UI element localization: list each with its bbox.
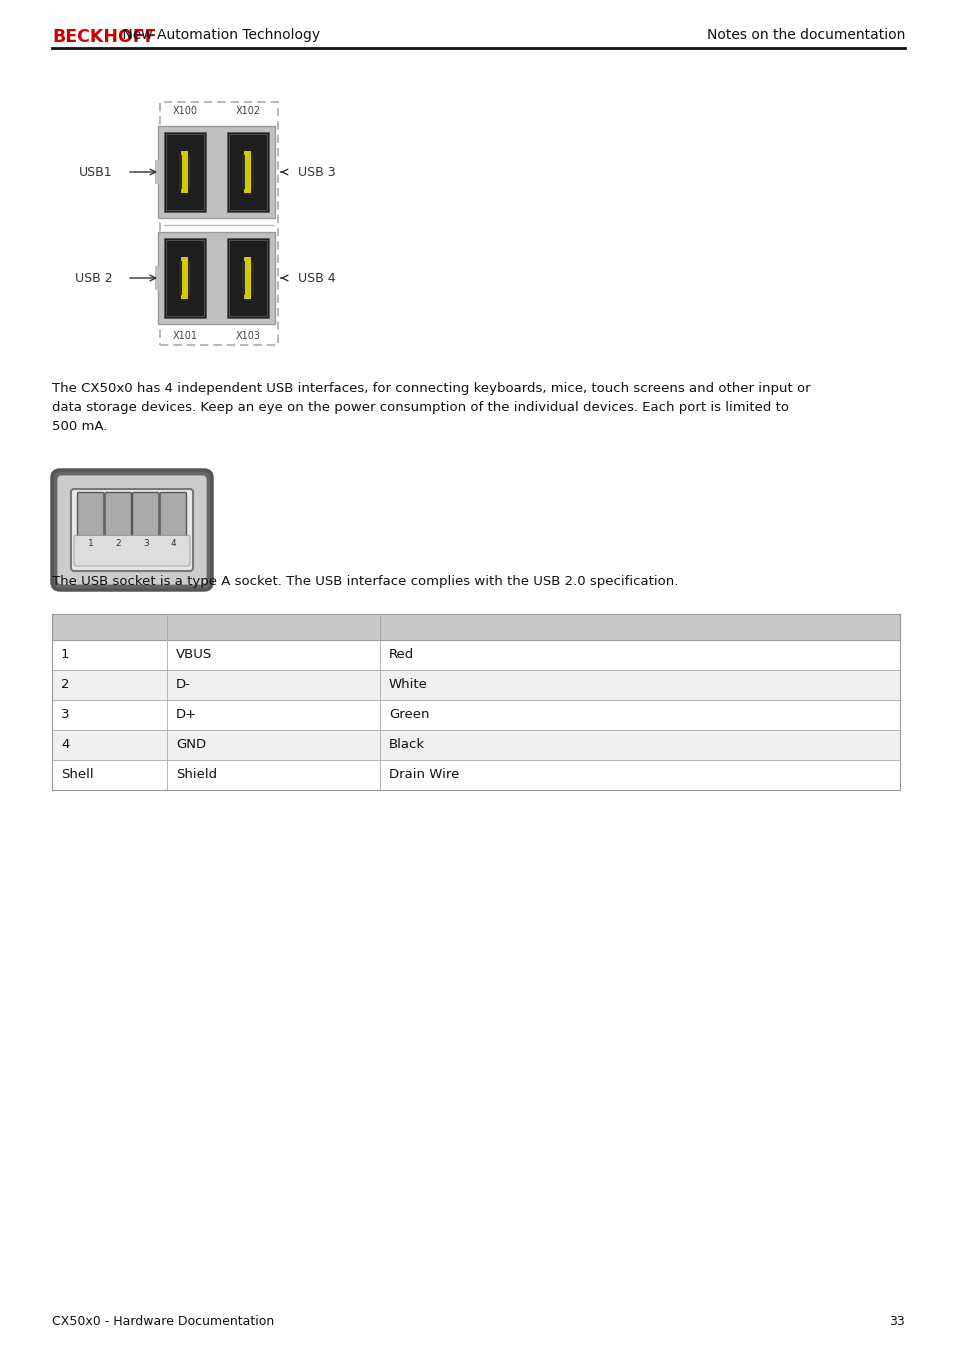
Text: USB1: USB1: [79, 166, 112, 178]
Text: Shell: Shell: [61, 768, 93, 782]
Text: VBUS: VBUS: [175, 648, 212, 662]
Bar: [181, 258, 189, 298]
Bar: [52, 701, 899, 730]
Bar: [52, 640, 899, 670]
Bar: [244, 151, 252, 193]
Text: New Automation Technology: New Automation Technology: [118, 28, 320, 42]
Bar: [52, 760, 899, 790]
Bar: [181, 151, 189, 193]
Text: X100: X100: [172, 107, 197, 116]
Bar: [166, 134, 204, 211]
Bar: [52, 614, 899, 640]
FancyBboxPatch shape: [56, 474, 208, 586]
Text: D+: D+: [175, 709, 197, 721]
Bar: [52, 670, 899, 701]
Bar: [244, 258, 252, 298]
Text: 2: 2: [61, 679, 70, 691]
Text: 2: 2: [115, 539, 121, 548]
Text: Notes on the documentation: Notes on the documentation: [706, 28, 904, 42]
Bar: [158, 232, 274, 324]
Text: 1: 1: [61, 648, 70, 662]
Bar: [242, 261, 245, 294]
Text: USB 4: USB 4: [297, 271, 335, 285]
Bar: [158, 126, 274, 217]
Text: X103: X103: [235, 331, 260, 342]
Bar: [251, 155, 253, 189]
Text: X101: X101: [172, 331, 197, 342]
FancyBboxPatch shape: [71, 489, 193, 571]
Text: 1: 1: [88, 539, 93, 548]
Bar: [166, 240, 204, 316]
Text: GND: GND: [175, 738, 206, 752]
Text: X102: X102: [235, 107, 260, 116]
Bar: [154, 266, 161, 290]
FancyBboxPatch shape: [77, 493, 104, 537]
Bar: [164, 132, 206, 212]
Text: The CX50x0 has 4 independent USB interfaces, for connecting keyboards, mice, tou: The CX50x0 has 4 independent USB interfa…: [52, 382, 810, 433]
FancyBboxPatch shape: [132, 493, 159, 537]
Bar: [52, 730, 899, 760]
Text: Black: Black: [389, 738, 425, 752]
Text: 3: 3: [143, 539, 149, 548]
Text: 33: 33: [888, 1315, 904, 1328]
Text: The USB socket is a type A socket. The USB interface complies with the USB 2.0 s: The USB socket is a type A socket. The U…: [52, 575, 678, 589]
Bar: [179, 155, 182, 189]
FancyBboxPatch shape: [52, 470, 212, 590]
Bar: [227, 238, 269, 319]
Bar: [188, 261, 191, 294]
Text: BECKHOFF: BECKHOFF: [52, 28, 156, 46]
Text: 4: 4: [61, 738, 70, 752]
Text: USB 2: USB 2: [75, 271, 112, 285]
Bar: [164, 238, 206, 319]
Text: 4: 4: [171, 539, 176, 548]
Text: Shield: Shield: [175, 768, 217, 782]
Text: 3: 3: [61, 709, 70, 721]
Bar: [188, 155, 191, 189]
Bar: [242, 155, 245, 189]
Bar: [229, 240, 267, 316]
Bar: [154, 161, 161, 184]
Bar: [160, 103, 277, 346]
FancyBboxPatch shape: [74, 536, 190, 566]
Bar: [179, 261, 182, 294]
FancyBboxPatch shape: [160, 493, 186, 537]
Bar: [251, 261, 253, 294]
Text: Red: Red: [389, 648, 414, 662]
Text: Drain Wire: Drain Wire: [389, 768, 459, 782]
FancyBboxPatch shape: [105, 493, 132, 537]
Text: White: White: [389, 679, 428, 691]
Text: D-: D-: [175, 679, 191, 691]
Text: CX50x0 - Hardware Documentation: CX50x0 - Hardware Documentation: [52, 1315, 274, 1328]
Bar: [227, 132, 269, 212]
Bar: [229, 134, 267, 211]
Text: USB 3: USB 3: [297, 166, 335, 178]
Text: Green: Green: [389, 709, 429, 721]
